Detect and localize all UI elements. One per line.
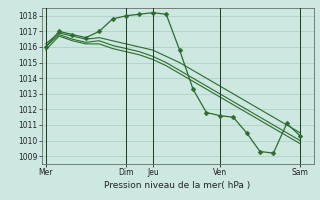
X-axis label: Pression niveau de la mer( hPa ): Pression niveau de la mer( hPa ) [104,181,251,190]
